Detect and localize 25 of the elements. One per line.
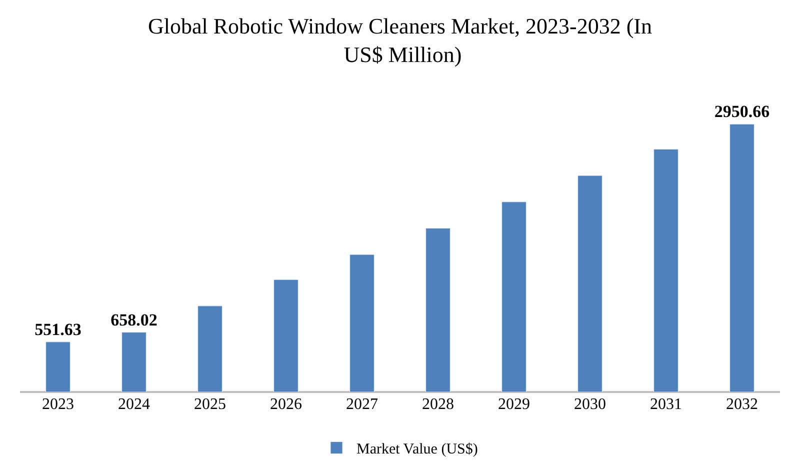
x-tick-label: 2032 [726,396,758,413]
bar [426,228,450,392]
data-label: 2950.66 [714,102,770,122]
bar [730,124,754,392]
bar [350,254,374,392]
x-tick-label: 2029 [498,396,530,413]
data-label: 551.63 [34,320,82,339]
x-tick-label: 2024 [118,396,150,413]
x-tick-label: 2031 [650,396,682,413]
bar [578,175,602,392]
x-tick-label: 2025 [194,396,226,413]
x-tick-label: 2027 [346,396,378,413]
data-label: 658.02 [110,310,158,330]
x-tick-label: 2026 [270,396,302,413]
bar [274,279,298,392]
bar [122,332,146,392]
bar [198,306,222,392]
x-tick-label: 2028 [422,396,454,413]
x-tick-label: 2030 [574,396,606,413]
bar [502,202,526,392]
bar [46,342,70,392]
bar [654,148,678,392]
legend-label: Market Value (US$) [356,442,478,458]
chart-title: Global Robotic Window Cleaners Market, 2023-2032 (In US$ Million) [148,13,652,67]
x-tick-label: 2023 [42,396,74,413]
